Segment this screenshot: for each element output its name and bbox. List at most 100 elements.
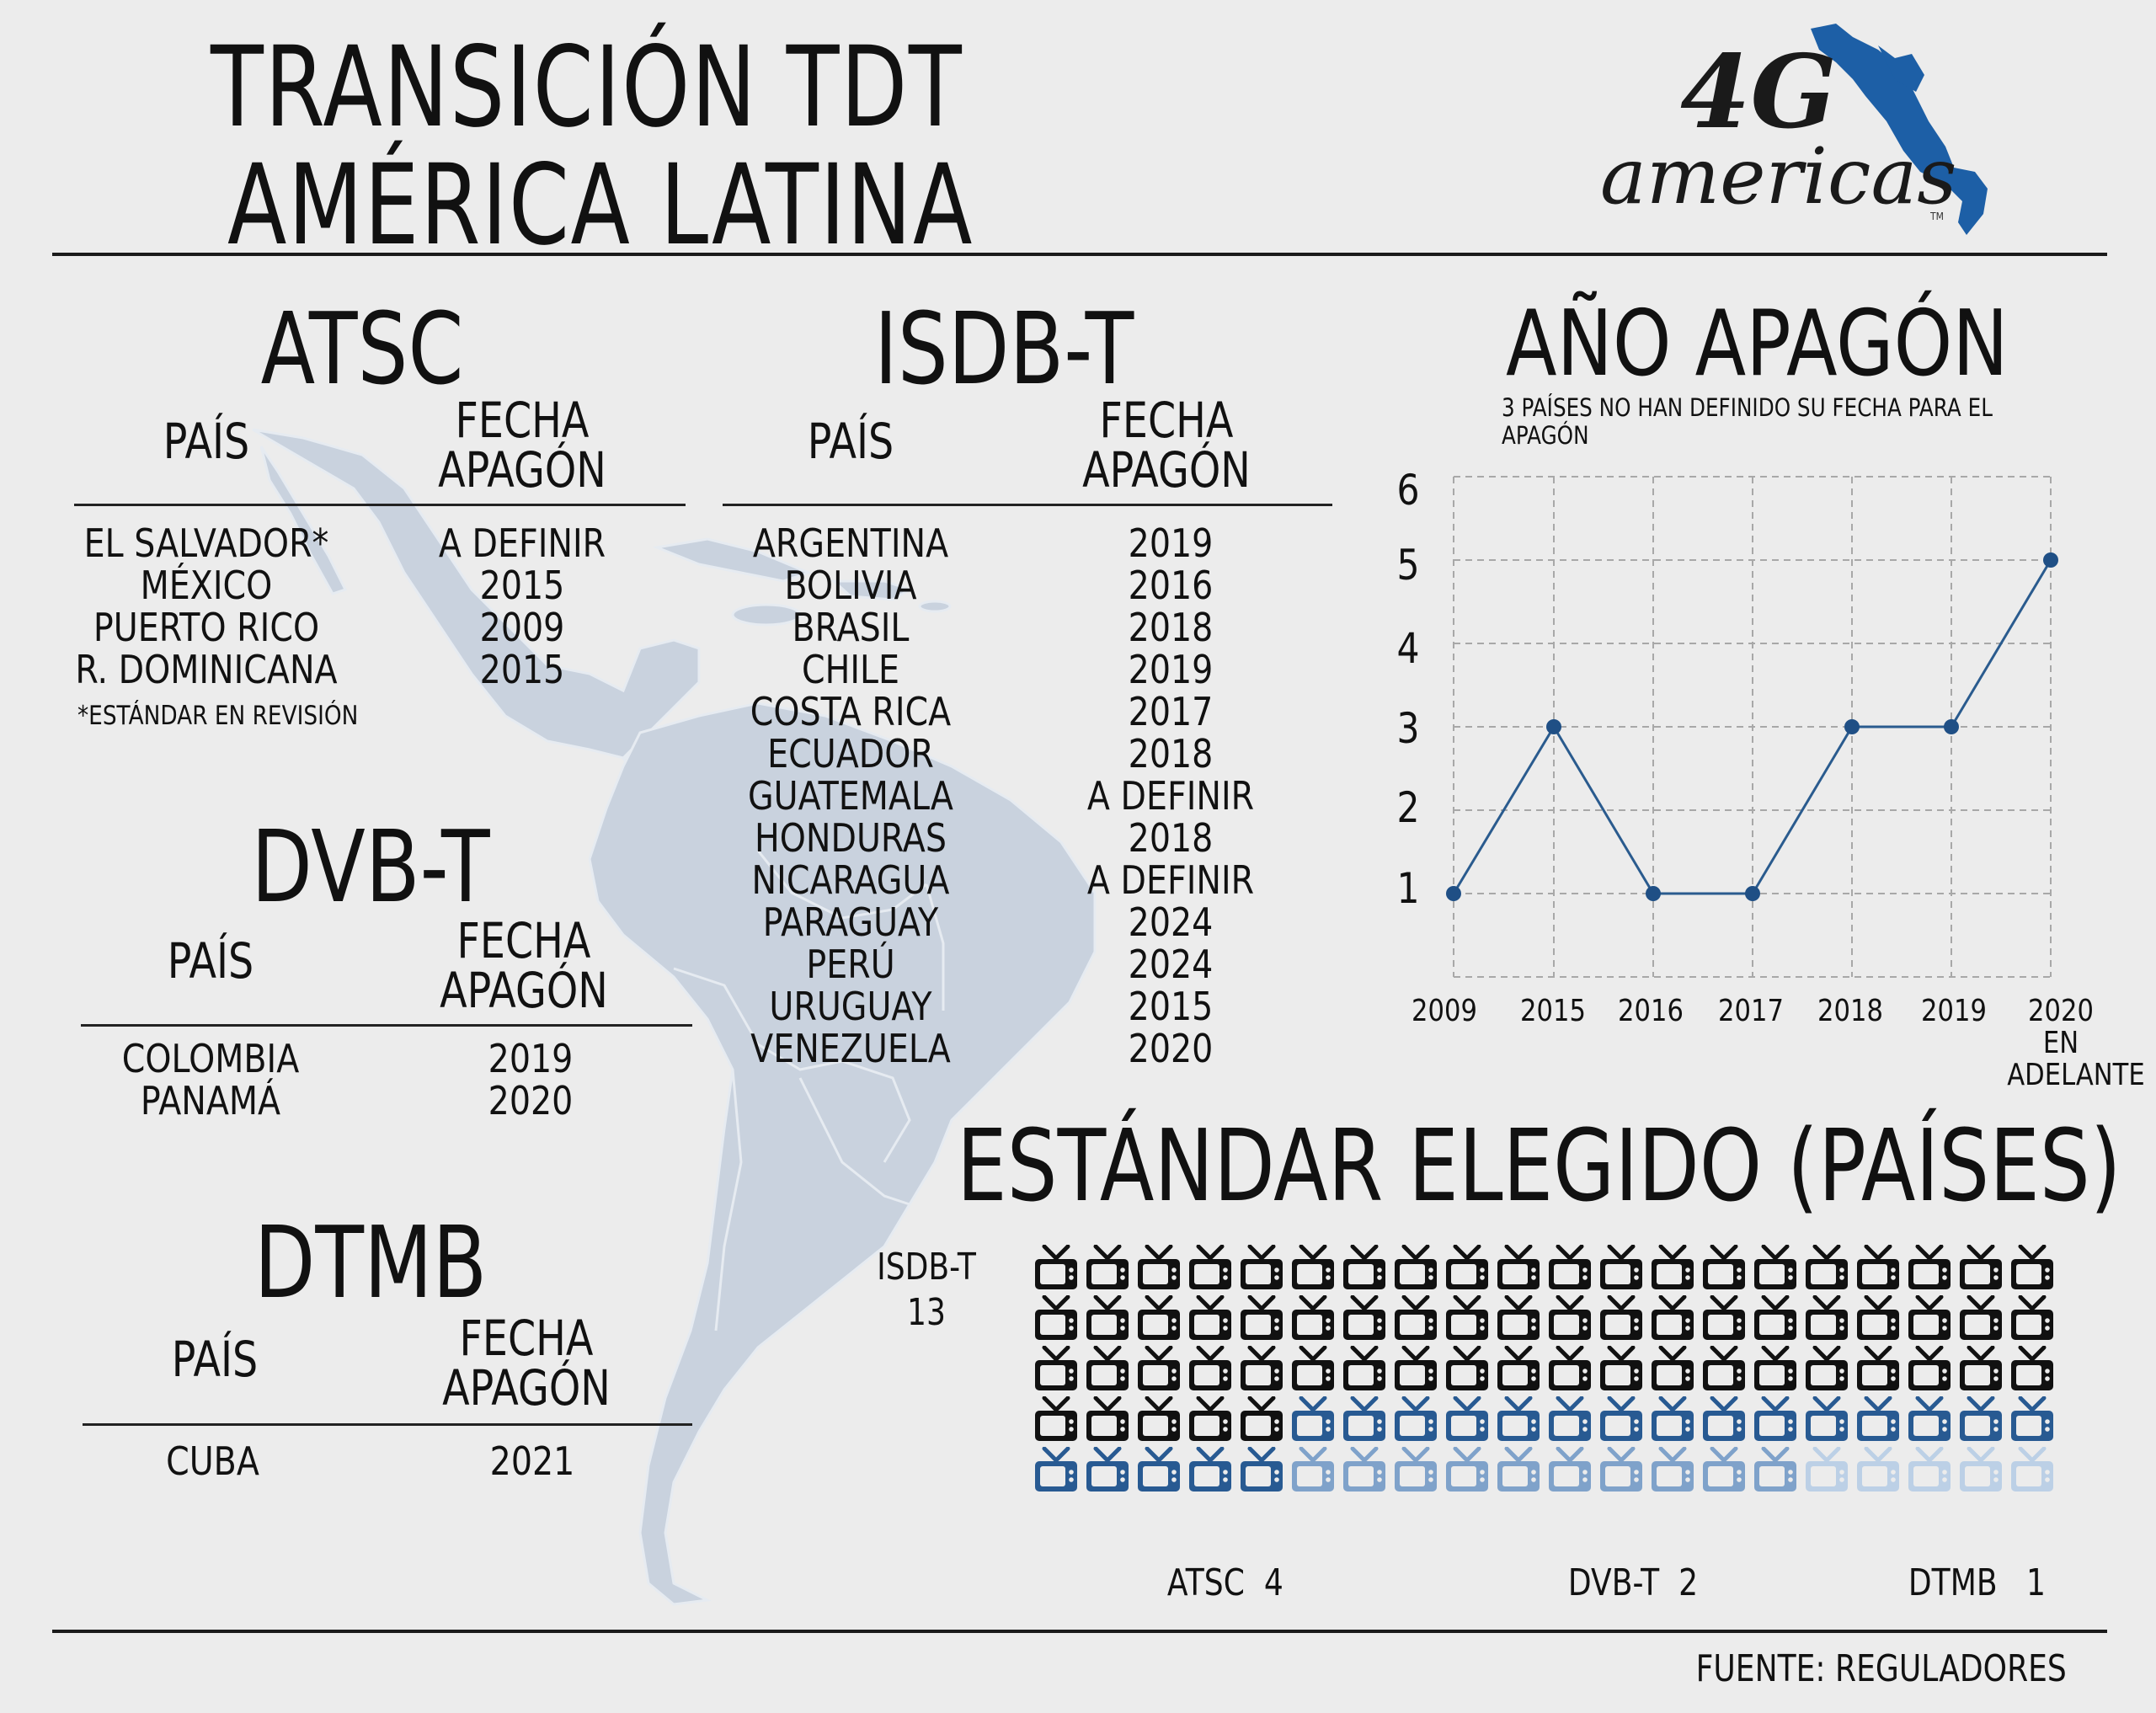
atsc-col-country: PAÍS bbox=[163, 413, 250, 470]
tv-icon bbox=[1959, 1396, 2010, 1444]
y-tick: 1 bbox=[1396, 864, 1420, 913]
tv-icon bbox=[1908, 1295, 1959, 1342]
tv-icon bbox=[1240, 1245, 1291, 1292]
tv-icon bbox=[1342, 1295, 1394, 1342]
atsc-legend-count: 4 bbox=[1263, 1561, 1283, 1604]
chart-gridlines bbox=[1453, 476, 2052, 978]
isdbt-legend: ISDB-T 13 bbox=[859, 1245, 994, 1336]
tv-icon bbox=[1137, 1346, 1188, 1393]
tv-icon bbox=[1599, 1245, 1651, 1292]
table-cell-country: MÉXICO bbox=[140, 563, 273, 608]
tv-icon bbox=[1497, 1447, 1548, 1494]
chart-markers bbox=[1446, 552, 2058, 901]
x-tick-last: 2020 EN ADELANTE bbox=[2007, 994, 2145, 1092]
tv-icon bbox=[1805, 1346, 1856, 1393]
table-cell-date: A DEFINIR bbox=[438, 520, 606, 566]
line-chart-plot bbox=[1446, 476, 2058, 978]
table-cell-country: NICARAGUA bbox=[751, 857, 950, 903]
tv-icon bbox=[1394, 1396, 1445, 1444]
header-divider bbox=[52, 253, 2107, 256]
x-tick: 2015 bbox=[1520, 994, 1586, 1028]
tv-icon-row bbox=[1034, 1295, 2062, 1346]
tv-icon bbox=[1497, 1295, 1548, 1342]
tv-icon bbox=[1497, 1396, 1548, 1444]
tv-icon bbox=[1497, 1346, 1548, 1393]
logo-trademark: TM bbox=[1930, 211, 1944, 222]
tv-icon bbox=[1753, 1447, 1805, 1494]
table-cell-country: VENEZUELA bbox=[750, 1026, 951, 1071]
dtmb-col-date-line2: APAGÓN bbox=[442, 1359, 611, 1417]
tv-icon bbox=[1137, 1245, 1188, 1292]
dtmb-col-country: PAÍS bbox=[171, 1331, 259, 1388]
tv-icon bbox=[1291, 1346, 1342, 1393]
dvbt-legend: DVB-T 2 bbox=[1529, 1528, 1698, 1639]
x-tick: 2016 bbox=[1618, 994, 1684, 1028]
tv-icon bbox=[1548, 1245, 1599, 1292]
dtmb-title: DTMB bbox=[253, 1204, 488, 1321]
y-tick: 6 bbox=[1396, 466, 1420, 515]
tv-icon bbox=[1291, 1447, 1342, 1494]
tv-icon bbox=[1445, 1346, 1497, 1393]
dtmb-header-rule bbox=[83, 1423, 692, 1426]
y-tick: 2 bbox=[1396, 783, 1420, 832]
tv-icon bbox=[1034, 1447, 1086, 1494]
tv-icon bbox=[1086, 1346, 1137, 1393]
dvbt-title: DVB-T bbox=[251, 808, 490, 925]
tv-icon bbox=[2010, 1396, 2062, 1444]
tv-icon bbox=[1291, 1245, 1342, 1292]
table-cell-date: 2020 bbox=[488, 1078, 574, 1123]
isdbt-col-date-line1: FECHA bbox=[1099, 392, 1234, 449]
table-cell-date: 2019 bbox=[1128, 647, 1214, 692]
tv-icon bbox=[1856, 1396, 1908, 1444]
table-cell-country: ECUADOR bbox=[767, 731, 934, 776]
tv-icon bbox=[1240, 1396, 1291, 1444]
table-cell-country: HONDURAS bbox=[755, 815, 947, 861]
x-tick: 2018 bbox=[1817, 994, 1883, 1028]
page-title-line-1: TRANSICIÓN TDT bbox=[211, 23, 963, 152]
tv-icon-row bbox=[1034, 1346, 2062, 1396]
table-cell-date: 2015 bbox=[479, 647, 565, 692]
table-cell-date: 2018 bbox=[1128, 731, 1214, 776]
table-cell-date: 2009 bbox=[479, 605, 565, 650]
tv-icon bbox=[1137, 1447, 1188, 1494]
tv-icon bbox=[1548, 1346, 1599, 1393]
tv-icon bbox=[1188, 1396, 1240, 1444]
table-cell-date: 2024 bbox=[1128, 942, 1214, 987]
tv-icon bbox=[1086, 1295, 1137, 1342]
dtmb-legend-count: 1 bbox=[2025, 1561, 2046, 1604]
tv-icon bbox=[1959, 1295, 2010, 1342]
atsc-date-list: A DEFINIR 2015 2009 2015 bbox=[414, 522, 631, 691]
isdbt-legend-label: ISDB-T bbox=[877, 1246, 976, 1289]
tv-icon bbox=[1548, 1396, 1599, 1444]
tv-icon bbox=[1394, 1245, 1445, 1292]
page-title-line-2: AMÉRICA LATINA bbox=[227, 141, 974, 270]
tv-icon-grid bbox=[1034, 1245, 2062, 1497]
dvbt-country-list: COLOMBIA PANAMÁ bbox=[102, 1038, 319, 1122]
tv-icon bbox=[1805, 1245, 1856, 1292]
tv-icon bbox=[1394, 1447, 1445, 1494]
brand-logo: 4G americas TM bbox=[1583, 12, 2055, 239]
tv-icon bbox=[1188, 1447, 1240, 1494]
table-cell-date: 2019 bbox=[488, 1036, 574, 1081]
tv-icon bbox=[1753, 1245, 1805, 1292]
tv-icon bbox=[1805, 1396, 1856, 1444]
tv-icon bbox=[2010, 1447, 2062, 1494]
isdbt-legend-count: 13 bbox=[907, 1291, 946, 1334]
isdbt-title: ISDB-T bbox=[874, 291, 1134, 407]
tv-icon bbox=[1651, 1295, 1702, 1342]
y-tick: 5 bbox=[1396, 541, 1420, 590]
tv-icon-row bbox=[1034, 1396, 2062, 1447]
tv-icon bbox=[1342, 1346, 1394, 1393]
table-cell-date: A DEFINIR bbox=[1086, 773, 1255, 819]
table-cell-country: PUERTO RICO bbox=[93, 605, 320, 650]
atsc-legend: ATSC 4 bbox=[1129, 1528, 1283, 1639]
tv-icon bbox=[1702, 1447, 1753, 1494]
tv-icon bbox=[1137, 1295, 1188, 1342]
table-cell-country: PANAMÁ bbox=[140, 1078, 281, 1123]
isdbt-col-country: PAÍS bbox=[807, 413, 894, 470]
tv-icon bbox=[1959, 1346, 2010, 1393]
isdbt-col-date: FECHA APAGÓN bbox=[1070, 392, 1263, 495]
table-cell-country: CHILE bbox=[801, 647, 900, 692]
atsc-col-date-line2: APAGÓN bbox=[438, 441, 606, 499]
